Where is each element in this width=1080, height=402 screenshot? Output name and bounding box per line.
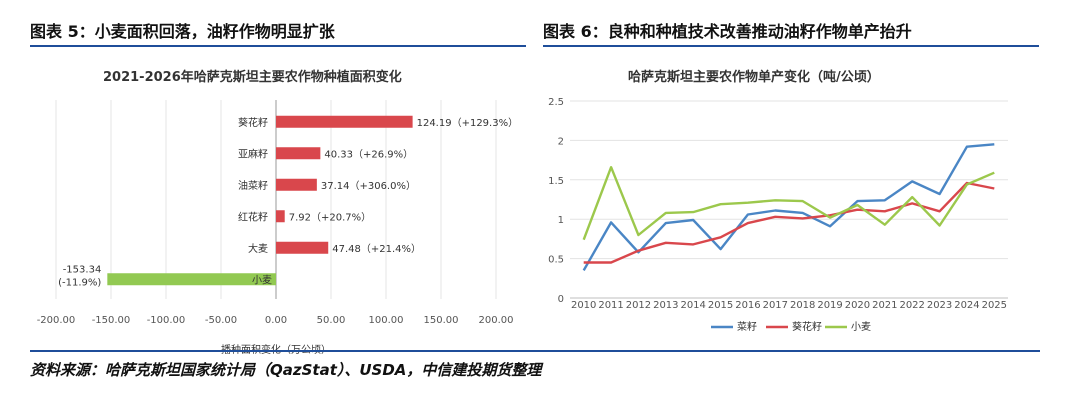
category-label: 红花籽 <box>238 210 268 223</box>
x-tick-label: -200.00 <box>37 315 76 326</box>
data-label: 37.14（+306.0%） <box>321 180 416 192</box>
line-chart-title: 哈萨克斯坦主要农作物单产变化（吨/公顷） <box>628 70 880 85</box>
series-line <box>582 143 995 271</box>
x-tick-label: 100.00 <box>369 315 404 326</box>
bar-chart-title: 2021-2026年哈萨克斯坦主要农作物种植面积变化 <box>103 70 402 85</box>
data-label: 47.48（+21.4%） <box>332 243 421 255</box>
bar <box>276 210 285 223</box>
y-tick-label: 2.5 <box>548 97 564 108</box>
x-tick-label: 2017 <box>763 300 788 311</box>
x-tick-label: 2016 <box>735 300 760 311</box>
figure-title-right: 图表 6：良种和种植技术改善推动油籽作物单产抬升 <box>543 22 912 41</box>
bar <box>276 115 413 128</box>
data-label: 7.92（+20.7%） <box>289 211 371 223</box>
line-chart: 0 0.5 1 1.5 2 2.5 2010 2011 2012 2013 2014 2015 2016… <box>548 97 1008 333</box>
x-tick-label: 2020 <box>845 300 870 311</box>
y-tick-label: 0.5 <box>548 255 564 266</box>
x-tick-label: 2018 <box>790 300 815 311</box>
bar <box>276 147 321 160</box>
x-tick-label: 2015 <box>708 300 733 311</box>
y-tick-label: 1 <box>558 215 564 226</box>
x-tick-label: 150.00 <box>424 315 459 326</box>
category-label: 小麦 <box>252 274 272 286</box>
x-tick-label: 2012 <box>626 300 651 311</box>
series-line <box>583 181 995 264</box>
x-tick-label: 200.00 <box>479 315 514 326</box>
data-label-pct: (-11.9%) <box>58 277 101 288</box>
legend-label: 菜籽 <box>737 321 757 333</box>
x-axis-title: 播种面积变化（万公顷） <box>221 343 331 356</box>
x-tick-label: 2021 <box>872 300 897 311</box>
bar <box>276 178 317 191</box>
bar <box>276 241 329 254</box>
x-tick-label: 2011 <box>598 300 623 311</box>
bar-chart: -200.00 -150.00 -100.00 -50.00 0.00 50.00 100.… <box>37 100 519 356</box>
x-tick-label: -50.00 <box>205 315 237 326</box>
legend-label: 小麦 <box>851 321 871 333</box>
category-label: 大麦 <box>248 242 268 255</box>
figure-title-left: 图表 5：小麦面积回落，油籽作物明显扩张 <box>30 22 335 41</box>
category-label: 油菜籽 <box>238 179 268 192</box>
bar <box>107 273 277 286</box>
title-rule-right <box>543 45 1039 47</box>
y-tick-label: 2 <box>558 136 564 147</box>
x-tick-label: 2010 <box>571 300 596 311</box>
y-tick-label: 0 <box>558 294 564 305</box>
category-label: 葵花籽 <box>238 116 268 129</box>
x-tick-label: 2022 <box>899 300 924 311</box>
footer-rule <box>30 350 1040 352</box>
x-tick-label: 2014 <box>680 300 705 311</box>
legend-label: 葵花籽 <box>792 320 822 333</box>
x-tick-label: 50.00 <box>317 315 346 326</box>
x-tick-label: 2023 <box>927 300 952 311</box>
data-label: 124.19（+129.3%） <box>417 117 519 129</box>
x-tick-label: 2019 <box>817 300 842 311</box>
x-tick-label: -150.00 <box>92 315 131 326</box>
category-label: 亚麻籽 <box>238 147 268 160</box>
data-label: -153.34 <box>63 264 102 275</box>
x-tick-label: 0.00 <box>265 315 287 326</box>
source-note: 资料来源：哈萨克斯坦国家统计局（QazStat）、USDA，中信建投期货整理 <box>30 361 542 379</box>
x-tick-label: 2025 <box>982 300 1007 311</box>
series-line <box>582 165 995 241</box>
title-rule-left <box>30 45 526 47</box>
x-tick-label: 2024 <box>954 300 979 311</box>
x-tick-label: 2013 <box>653 300 678 311</box>
x-tick-label: -100.00 <box>147 315 186 326</box>
data-label: 40.33（+26.9%） <box>324 148 413 160</box>
y-tick-label: 1.5 <box>548 176 564 187</box>
